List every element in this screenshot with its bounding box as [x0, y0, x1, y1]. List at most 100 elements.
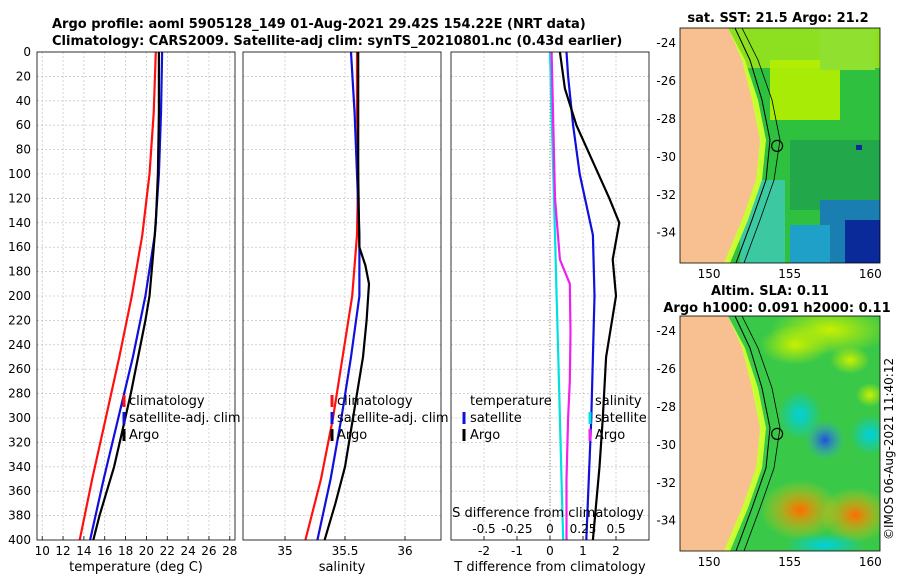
salinity-legend: climatology satellite-adj. clim Argo	[330, 394, 449, 443]
legend-label-satellite: satellite-adj. clim	[129, 411, 241, 426]
series-line-argo	[92, 52, 160, 540]
x-tick-label: 18	[118, 544, 133, 558]
salinity-axes	[242, 51, 442, 541]
y-tick-label: 200	[8, 289, 31, 303]
s-tick-label: 0	[546, 522, 554, 536]
sla-map-tick-labels: 150 155 160 -24 -26 -28 -30 -32 -34	[656, 324, 881, 569]
sst-map-tick-labels: 150 155 160 -24 -26 -28 -30 -32 -34	[656, 36, 881, 281]
sla-map-subtitle: Argo h1000: 0.091 h2000: 0.11	[663, 301, 890, 316]
x-tick-label: 14	[76, 544, 91, 558]
argo-float-marker	[770, 427, 784, 440]
legend-label-satellite: satellite-adj. clim	[337, 411, 449, 426]
y-tick-label: 360	[8, 484, 31, 498]
lat-tick-label: -28	[656, 112, 676, 126]
temperature-legend: climatology satellite-adj. clim Argo	[122, 394, 241, 443]
x-tick-label: 36	[397, 544, 412, 558]
y-tick-label: 60	[16, 118, 31, 132]
lat-tick-label: -32	[656, 188, 676, 202]
argo-float-marker	[770, 139, 784, 152]
land-mass	[680, 316, 760, 551]
lat-tick-label: -32	[656, 476, 676, 490]
sla-map-title: Altim. SLA: 0.11	[711, 284, 829, 299]
y-tick-label: 100	[8, 167, 31, 181]
legend-label-climatology: climatology	[129, 394, 205, 409]
lat-tick-label: -34	[656, 226, 676, 240]
coastline	[734, 28, 771, 263]
x-tick-label: 20	[139, 544, 154, 558]
series-line-salinity-satellite	[565, 52, 596, 540]
lat-tick-label: -26	[656, 74, 676, 88]
temperature-axes	[36, 51, 236, 541]
x-tick-label: 35	[277, 544, 292, 558]
salinity-grid	[243, 51, 441, 541]
legend-label-climatology: climatology	[337, 394, 413, 409]
y-tick-label: 400	[8, 533, 31, 547]
x-tick-label: 16	[97, 544, 112, 558]
title-line-2: Climatology: CARS2009. Satellite-adj cli…	[52, 34, 622, 49]
series-line-temperature-argo	[558, 52, 621, 540]
temperature-panel: 0 20 40 60 80 100 120 140 160 180 200 220 240 260 280 3…	[8, 45, 241, 575]
lat-tick-label: -24	[656, 36, 676, 50]
lat-tick-label: -28	[656, 400, 676, 414]
lon-tick-label: 160	[859, 555, 882, 569]
difference-panel: -2 -1 0 1 2 -0.5 -0.25 0 0.25 0.5 S difference f…	[450, 51, 650, 575]
lat-tick-label: -34	[656, 514, 676, 528]
x-tick-label: 35.5	[332, 544, 359, 558]
legend-label-argo: Argo	[337, 428, 367, 443]
lon-tick-label: 150	[698, 555, 721, 569]
lon-tick-label: 155	[778, 267, 801, 281]
series-line-satellite-adj-clim	[89, 52, 164, 540]
t-difference-tick-labels: -2 -1 0 1 2	[478, 536, 620, 558]
lon-tick-label: 150	[698, 267, 721, 281]
sst-map-panel: sat. SST: 21.5 Argo: 21.2 150 155 160 -24 -2…	[656, 11, 881, 281]
series-line-climatology	[78, 52, 157, 540]
difference-legend: temperature satellite Argo salinity sate…	[462, 394, 647, 443]
legend-label-sal-satellite: satellite	[595, 411, 647, 426]
x-tick-label: -2	[478, 544, 490, 558]
s-difference-tick-labels: -0.5 -0.25 0 0.25 0.5	[472, 522, 625, 536]
y-tick-label: 260	[8, 362, 31, 376]
x-tick-label: 26	[201, 544, 216, 558]
s-tick-label: -0.5	[472, 522, 495, 536]
isobath	[741, 316, 781, 551]
t-difference-xlabel: T difference from climatology	[453, 560, 646, 575]
y-tick-label: 80	[16, 143, 31, 157]
s-tick-label: -0.25	[501, 522, 532, 536]
x-tick-label: 2	[612, 544, 620, 558]
legend-label-sal-argo: Argo	[595, 428, 625, 443]
y-tick-label: 300	[8, 411, 31, 425]
y-tick-label: 380	[8, 509, 31, 523]
y-tick-label: 240	[8, 338, 31, 352]
series-line-argo	[323, 52, 371, 540]
sst-field	[680, 28, 880, 263]
salinity-tick-labels: 35 35.5 36	[277, 536, 413, 558]
x-tick-label: 0	[546, 544, 554, 558]
lat-tick-label: -26	[656, 362, 676, 376]
salinity-panel: 35 35.5 36 salinity climatology satellite-…	[242, 51, 449, 575]
sst-map-title: sat. SST: 21.5 Argo: 21.2	[687, 11, 868, 26]
lat-tick-label: -30	[656, 150, 676, 164]
sst-map-axes	[679, 27, 881, 264]
temperature-xlabel: temperature (deg C)	[69, 560, 203, 575]
y-tick-label: 40	[16, 94, 31, 108]
y-tick-label: 140	[8, 216, 31, 230]
x-tick-label: 1	[579, 544, 587, 558]
x-tick-label: 24	[180, 544, 195, 558]
imos-credit: ©IMOS 06-Aug-2021 11:40:12	[882, 358, 896, 540]
x-tick-label: 12	[55, 544, 70, 558]
isobath	[741, 28, 781, 263]
y-tick-label: 180	[8, 265, 31, 279]
sla-field	[680, 316, 880, 551]
s-tick-label: 0.25	[570, 522, 597, 536]
legend-label-argo: Argo	[129, 428, 159, 443]
y-tick-label: 160	[8, 240, 31, 254]
lon-tick-label: 155	[778, 555, 801, 569]
temperature-grid	[37, 51, 235, 541]
legend-label-temp-satellite: satellite	[470, 411, 522, 426]
series-line-temperature-satellite	[548, 52, 565, 540]
x-tick-label: 28	[222, 544, 237, 558]
y-tick-label: 340	[8, 460, 31, 474]
coastline	[734, 316, 771, 551]
y-tick-label: 220	[8, 313, 31, 327]
